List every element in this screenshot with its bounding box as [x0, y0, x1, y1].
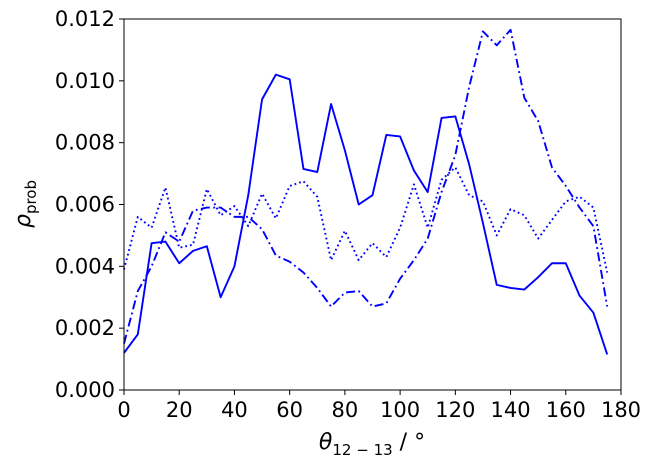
y-tick-label: 0.012	[55, 7, 115, 31]
y-axis-label-subscript: prob	[22, 180, 40, 214]
y-tick-label: 0.004	[55, 254, 115, 278]
x-tick-label: 0	[117, 398, 130, 422]
x-tick-label: 120	[435, 398, 475, 422]
plot-frame	[123, 18, 622, 391]
x-tick-label: 140	[491, 398, 531, 422]
x-axis-label-symbol: θ	[319, 430, 333, 455]
x-tick-label: 180	[601, 398, 641, 422]
x-tick-label: 60	[276, 398, 303, 422]
ticks-layer: 0 20 40 60 80 100 120 140 160 180 0.000 0.002 0.004 0…	[55, 7, 641, 422]
y-axis-label-symbol: ρ	[11, 214, 36, 228]
x-tick-label: 20	[166, 398, 193, 422]
series-line-dashdot	[123, 28, 609, 344]
plot-background	[124, 19, 621, 390]
x-tick-label: 160	[546, 398, 586, 422]
y-axis-label: ρprob	[11, 180, 40, 228]
x-axis-label-suffix: / °	[393, 430, 425, 455]
x-tick-label: 40	[221, 398, 248, 422]
series-line-solid	[123, 73, 609, 355]
x-tick-label: 80	[332, 398, 359, 422]
y-tick-label: 0.002	[55, 316, 115, 340]
y-tick-label: 0.000	[55, 378, 115, 402]
x-axis-label-subscript: 12 − 13	[332, 441, 392, 459]
y-tick-label: 0.010	[55, 69, 115, 93]
series-layer	[123, 28, 609, 355]
x-tick-label: 100	[380, 398, 420, 422]
y-tick-label: 0.006	[55, 193, 115, 217]
y-tick-label: 0.008	[55, 131, 115, 155]
x-axis-label: θ12 − 13 / °	[319, 430, 425, 459]
